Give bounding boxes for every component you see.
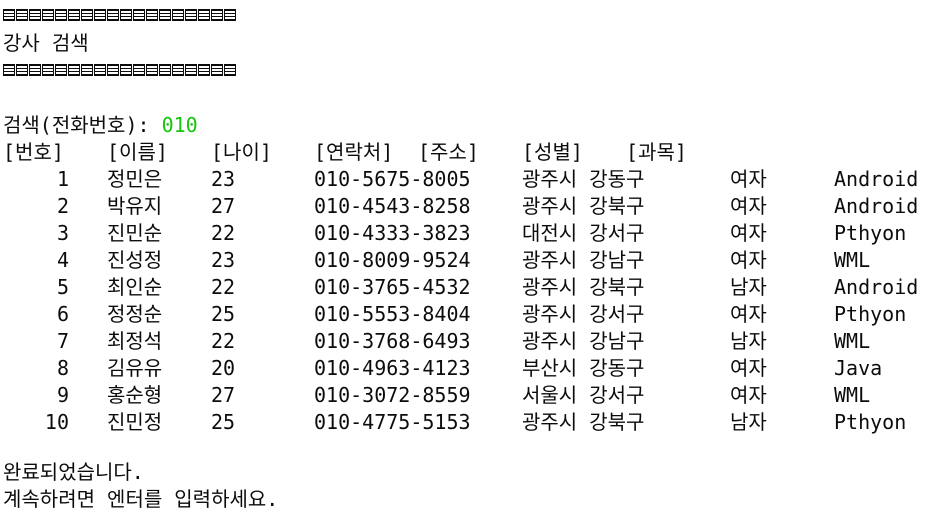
row-phone: 010-4775-5153 xyxy=(314,410,471,434)
header-address: [주소] xyxy=(418,140,479,164)
done-message: 완료되었습니다. xyxy=(3,460,144,484)
row-number: 3 xyxy=(56,221,69,245)
row-gender: 남자 xyxy=(730,410,767,434)
row-name: 정정순 xyxy=(107,302,163,326)
row-phone: 010-4963-4123 xyxy=(314,356,471,380)
row-name: 홍순형 xyxy=(107,383,163,407)
search-input-value[interactable]: 010 xyxy=(161,113,198,137)
row-gender: 여자 xyxy=(730,248,767,272)
row-name: 진민정 xyxy=(107,410,163,434)
row-phone: 010-5675-8005 xyxy=(314,167,471,191)
row-number: 7 xyxy=(56,329,69,353)
row-address: 대전시 강서구 xyxy=(522,221,645,245)
header-phone: [연락처] xyxy=(314,140,394,164)
console-title: 강사 검색 xyxy=(3,31,89,55)
row-address: 서울시 강서구 xyxy=(522,383,645,407)
row-name: 최인순 xyxy=(107,275,163,299)
search-label: 검색(전화번호): xyxy=(3,113,162,137)
separator-top xyxy=(3,9,236,23)
row-age: 23 xyxy=(211,248,236,272)
row-address: 부산시 강동구 xyxy=(522,356,645,380)
row-address: 광주시 강남구 xyxy=(522,248,645,272)
row-age: 22 xyxy=(211,329,236,353)
separator-bottom xyxy=(3,64,236,78)
row-gender: 남자 xyxy=(730,275,767,299)
header-number: [번호] xyxy=(3,140,64,164)
row-subject: Java xyxy=(834,356,883,380)
row-subject: Pthyon xyxy=(834,410,907,434)
row-age: 22 xyxy=(211,221,236,245)
row-subject: Pthyon xyxy=(834,221,907,245)
row-age: 23 xyxy=(211,167,236,191)
row-phone: 010-4333-3823 xyxy=(314,221,471,245)
console-window: 강사 검색 검색(전화번호): 010 [번호] [이름] [나이] [연락처] [주소… xyxy=(3,0,933,519)
row-address: 광주시 강동구 xyxy=(522,167,645,191)
row-gender: 여자 xyxy=(730,356,767,380)
row-gender: 여자 xyxy=(730,302,767,326)
row-name: 박유지 xyxy=(107,194,163,218)
header-gender: [성별] xyxy=(522,140,583,164)
row-number: 10 xyxy=(44,410,69,434)
row-phone: 010-3768-6493 xyxy=(314,329,471,353)
row-age: 22 xyxy=(211,275,236,299)
row-address: 광주시 강북구 xyxy=(522,410,645,434)
row-subject: Android xyxy=(834,194,919,218)
row-phone: 010-3072-8559 xyxy=(314,383,471,407)
continue-message: 계속하려면 엔터를 입력하세요. xyxy=(3,487,279,511)
row-gender: 남자 xyxy=(730,329,767,353)
row-address: 광주시 강북구 xyxy=(522,275,645,299)
row-subject: Android xyxy=(834,167,919,191)
row-age: 25 xyxy=(211,410,236,434)
row-name: 진민순 xyxy=(107,221,163,245)
row-gender: 여자 xyxy=(730,383,767,407)
header-age: [나이] xyxy=(211,140,272,164)
row-address: 광주시 강서구 xyxy=(522,302,645,326)
row-age: 27 xyxy=(211,194,236,218)
row-name: 김유유 xyxy=(107,356,163,380)
header-subject: [과목] xyxy=(626,140,687,164)
row-age: 20 xyxy=(211,356,236,380)
row-address: 광주시 강남구 xyxy=(522,329,645,353)
row-number: 5 xyxy=(56,275,69,299)
row-subject: WML xyxy=(834,383,871,407)
row-subject: WML xyxy=(834,248,871,272)
row-number: 8 xyxy=(56,356,69,380)
row-age: 27 xyxy=(211,383,236,407)
row-subject: WML xyxy=(834,329,871,353)
row-address: 광주시 강북구 xyxy=(522,194,645,218)
row-number: 9 xyxy=(56,383,69,407)
row-gender: 여자 xyxy=(730,194,767,218)
row-name: 진성정 xyxy=(107,248,163,272)
row-number: 1 xyxy=(56,167,69,191)
row-phone: 010-3765-4532 xyxy=(314,275,471,299)
row-name: 최정석 xyxy=(107,329,163,353)
row-gender: 여자 xyxy=(730,221,767,245)
row-number: 6 xyxy=(56,302,69,326)
row-subject: Pthyon xyxy=(834,302,907,326)
row-phone: 010-8009-9524 xyxy=(314,248,471,272)
row-subject: Android xyxy=(834,275,919,299)
row-phone: 010-4543-8258 xyxy=(314,194,471,218)
row-age: 25 xyxy=(211,302,236,326)
search-prompt: 검색(전화번호): 010 xyxy=(3,112,198,139)
header-name: [이름] xyxy=(107,140,168,164)
row-number: 4 xyxy=(56,248,69,272)
row-gender: 여자 xyxy=(730,167,767,191)
row-name: 정민은 xyxy=(107,167,163,191)
row-phone: 010-5553-8404 xyxy=(314,302,471,326)
row-number: 2 xyxy=(56,194,69,218)
